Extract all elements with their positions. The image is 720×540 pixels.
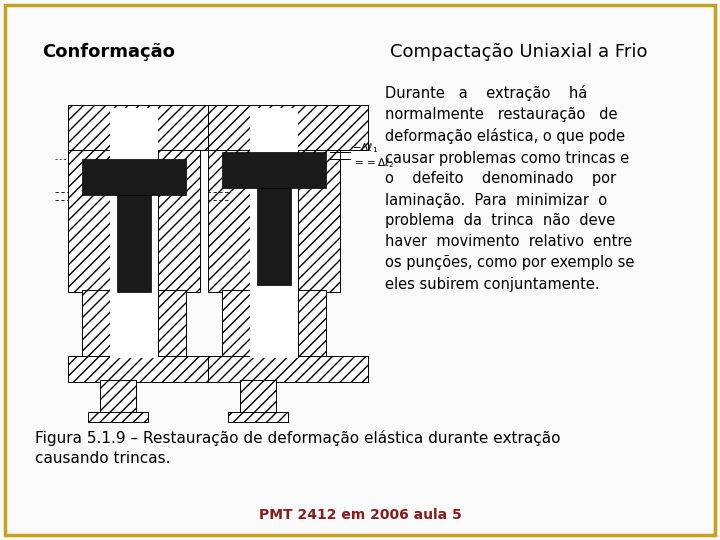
- Bar: [82, 290, 110, 358]
- Bar: [117, 195, 151, 292]
- Bar: [82, 159, 186, 195]
- Text: PMT 2412 em 2006 aula 5: PMT 2412 em 2006 aula 5: [258, 508, 462, 522]
- Bar: [240, 380, 276, 415]
- Text: Durante   a    extração    há
normalmente   restauração   de
deformação elástica: Durante a extração há normalmente restau…: [385, 85, 634, 292]
- Bar: [68, 105, 228, 150]
- Bar: [68, 150, 110, 292]
- Text: $==\Delta\ell_2$: $==\Delta\ell_2$: [352, 156, 395, 170]
- Bar: [100, 380, 136, 415]
- Bar: [208, 105, 368, 150]
- Text: $-\Delta\ell_1$: $-\Delta\ell_1$: [352, 141, 378, 155]
- Bar: [68, 356, 228, 382]
- Bar: [298, 150, 340, 292]
- Bar: [158, 290, 186, 358]
- Bar: [110, 108, 158, 358]
- Bar: [250, 108, 298, 358]
- Bar: [158, 150, 200, 292]
- Text: Conformação: Conformação: [42, 43, 175, 61]
- Bar: [222, 290, 250, 358]
- Bar: [208, 356, 368, 382]
- Bar: [88, 412, 148, 422]
- Bar: [257, 188, 291, 285]
- Bar: [298, 290, 326, 358]
- Bar: [228, 412, 288, 422]
- Text: Figura 5.1.9 – Restauração de deformação elástica durante extração
causando trin: Figura 5.1.9 – Restauração de deformação…: [35, 430, 560, 466]
- Text: Compactação Uniaxial a Frio: Compactação Uniaxial a Frio: [390, 43, 647, 61]
- Bar: [208, 150, 250, 292]
- Bar: [222, 152, 326, 188]
